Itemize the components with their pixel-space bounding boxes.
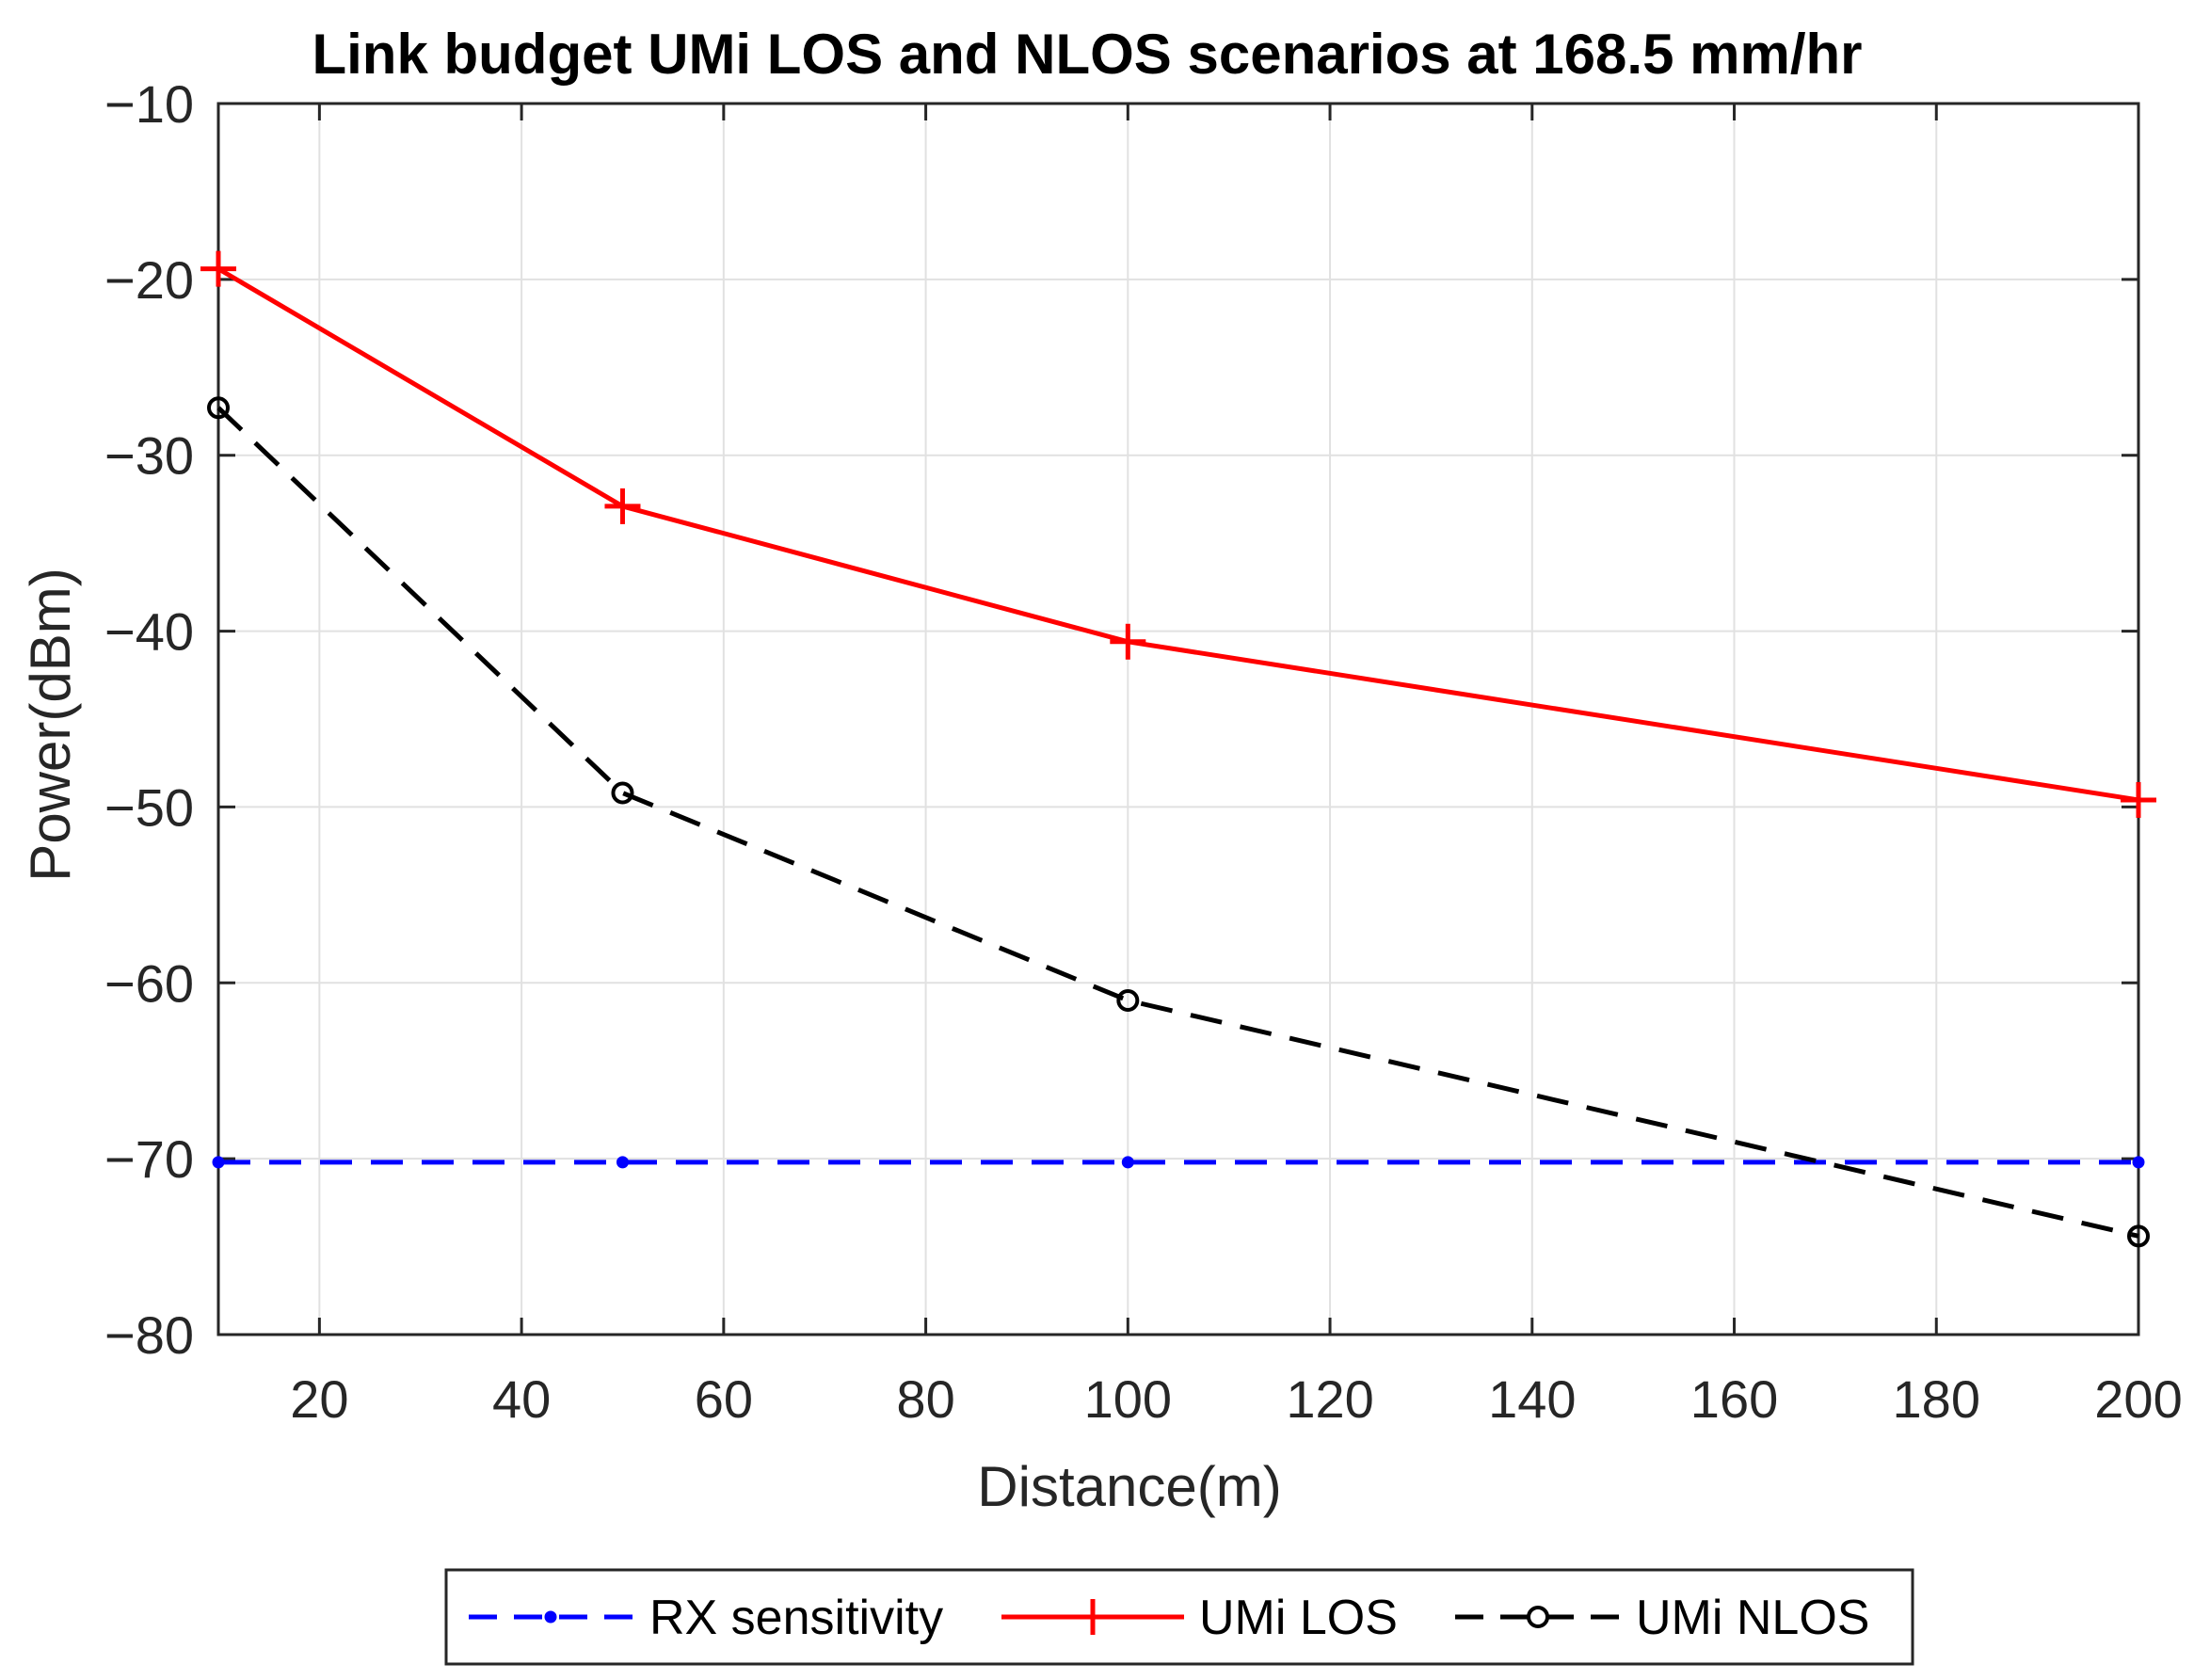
legend-entry-umi-nlos: UMi NLOS <box>1455 1591 1869 1645</box>
plot-series <box>200 250 2156 1248</box>
x-tick-label: 160 <box>1690 1369 1778 1429</box>
x-tick-label: 200 <box>2094 1369 2182 1429</box>
data-point-umi-los <box>2121 781 2156 818</box>
x-tick-label: 180 <box>1893 1369 1980 1429</box>
series-rx-sensitivity <box>212 1156 2145 1169</box>
y-tick-label: −60 <box>104 953 194 1013</box>
x-tick-label: 100 <box>1084 1369 1172 1429</box>
x-tick-label: 20 <box>290 1369 348 1429</box>
y-tick-label: −20 <box>104 250 194 310</box>
data-point-rx-sensitivity <box>1121 1156 1134 1169</box>
data-point-umi-los <box>604 488 641 524</box>
legend-label-rx-sensitivity: RX sensitivity <box>649 1591 943 1645</box>
data-point-rx-sensitivity <box>212 1156 225 1169</box>
legend: RX sensitivity UMi LOS UMi NLOS <box>444 1568 1914 1666</box>
y-tick-label: −40 <box>104 602 194 662</box>
plot-area-frame <box>216 102 2140 1336</box>
legend-marker-umi-los <box>1075 1599 1111 1635</box>
series-umi-los <box>200 250 2156 818</box>
x-tick-label: 40 <box>492 1369 551 1429</box>
y-tick-label: −10 <box>104 74 194 134</box>
series-umi-nlos <box>207 396 2150 1248</box>
y-axis-label: Power(dBm) <box>19 568 82 881</box>
series-line-umi-nlos <box>216 406 2139 1239</box>
x-tick-label: 60 <box>695 1369 753 1429</box>
data-point-rx-sensitivity <box>616 1156 629 1169</box>
data-point-umi-nlos <box>207 396 230 420</box>
data-point-umi-los <box>1110 623 1146 660</box>
legend-marker-rx-sensitivity <box>544 1610 557 1624</box>
y-tick-label: −30 <box>104 426 194 486</box>
x-axis-label: Distance(m) <box>977 1455 1281 1518</box>
y-tick-label: −50 <box>104 777 194 837</box>
x-tick-label: 120 <box>1286 1369 1373 1429</box>
legend-entry-rx-sensitivity: RX sensitivity <box>469 1591 943 1645</box>
x-tick-label: 140 <box>1488 1369 1576 1429</box>
legend-label-umi-nlos: UMi NLOS <box>1636 1591 1869 1645</box>
legend-marker-umi-nlos <box>1527 1606 1549 1628</box>
data-point-rx-sensitivity <box>2132 1156 2145 1169</box>
series-line-umi-los <box>216 266 2139 803</box>
data-point-umi-nlos <box>611 781 634 805</box>
y-tick-label: −80 <box>104 1305 194 1365</box>
legend-entry-umi-los: UMi LOS <box>1001 1591 1398 1645</box>
legend-label-umi-los: UMi LOS <box>1199 1591 1398 1645</box>
axes: 20 40 60 80 100 120 140 160 180 200 −10 −20 −30 −40 −5… <box>104 74 2183 1429</box>
x-tick-label: 80 <box>896 1369 954 1429</box>
data-point-umi-los <box>200 250 236 287</box>
y-tick-label: −70 <box>104 1129 194 1189</box>
data-point-umi-nlos <box>2127 1224 2150 1248</box>
grid <box>218 104 2138 1335</box>
data-point-umi-nlos <box>1116 988 1140 1012</box>
chart-title: Link budget UMi LOS and NLOS scenarios a… <box>312 23 1862 86</box>
